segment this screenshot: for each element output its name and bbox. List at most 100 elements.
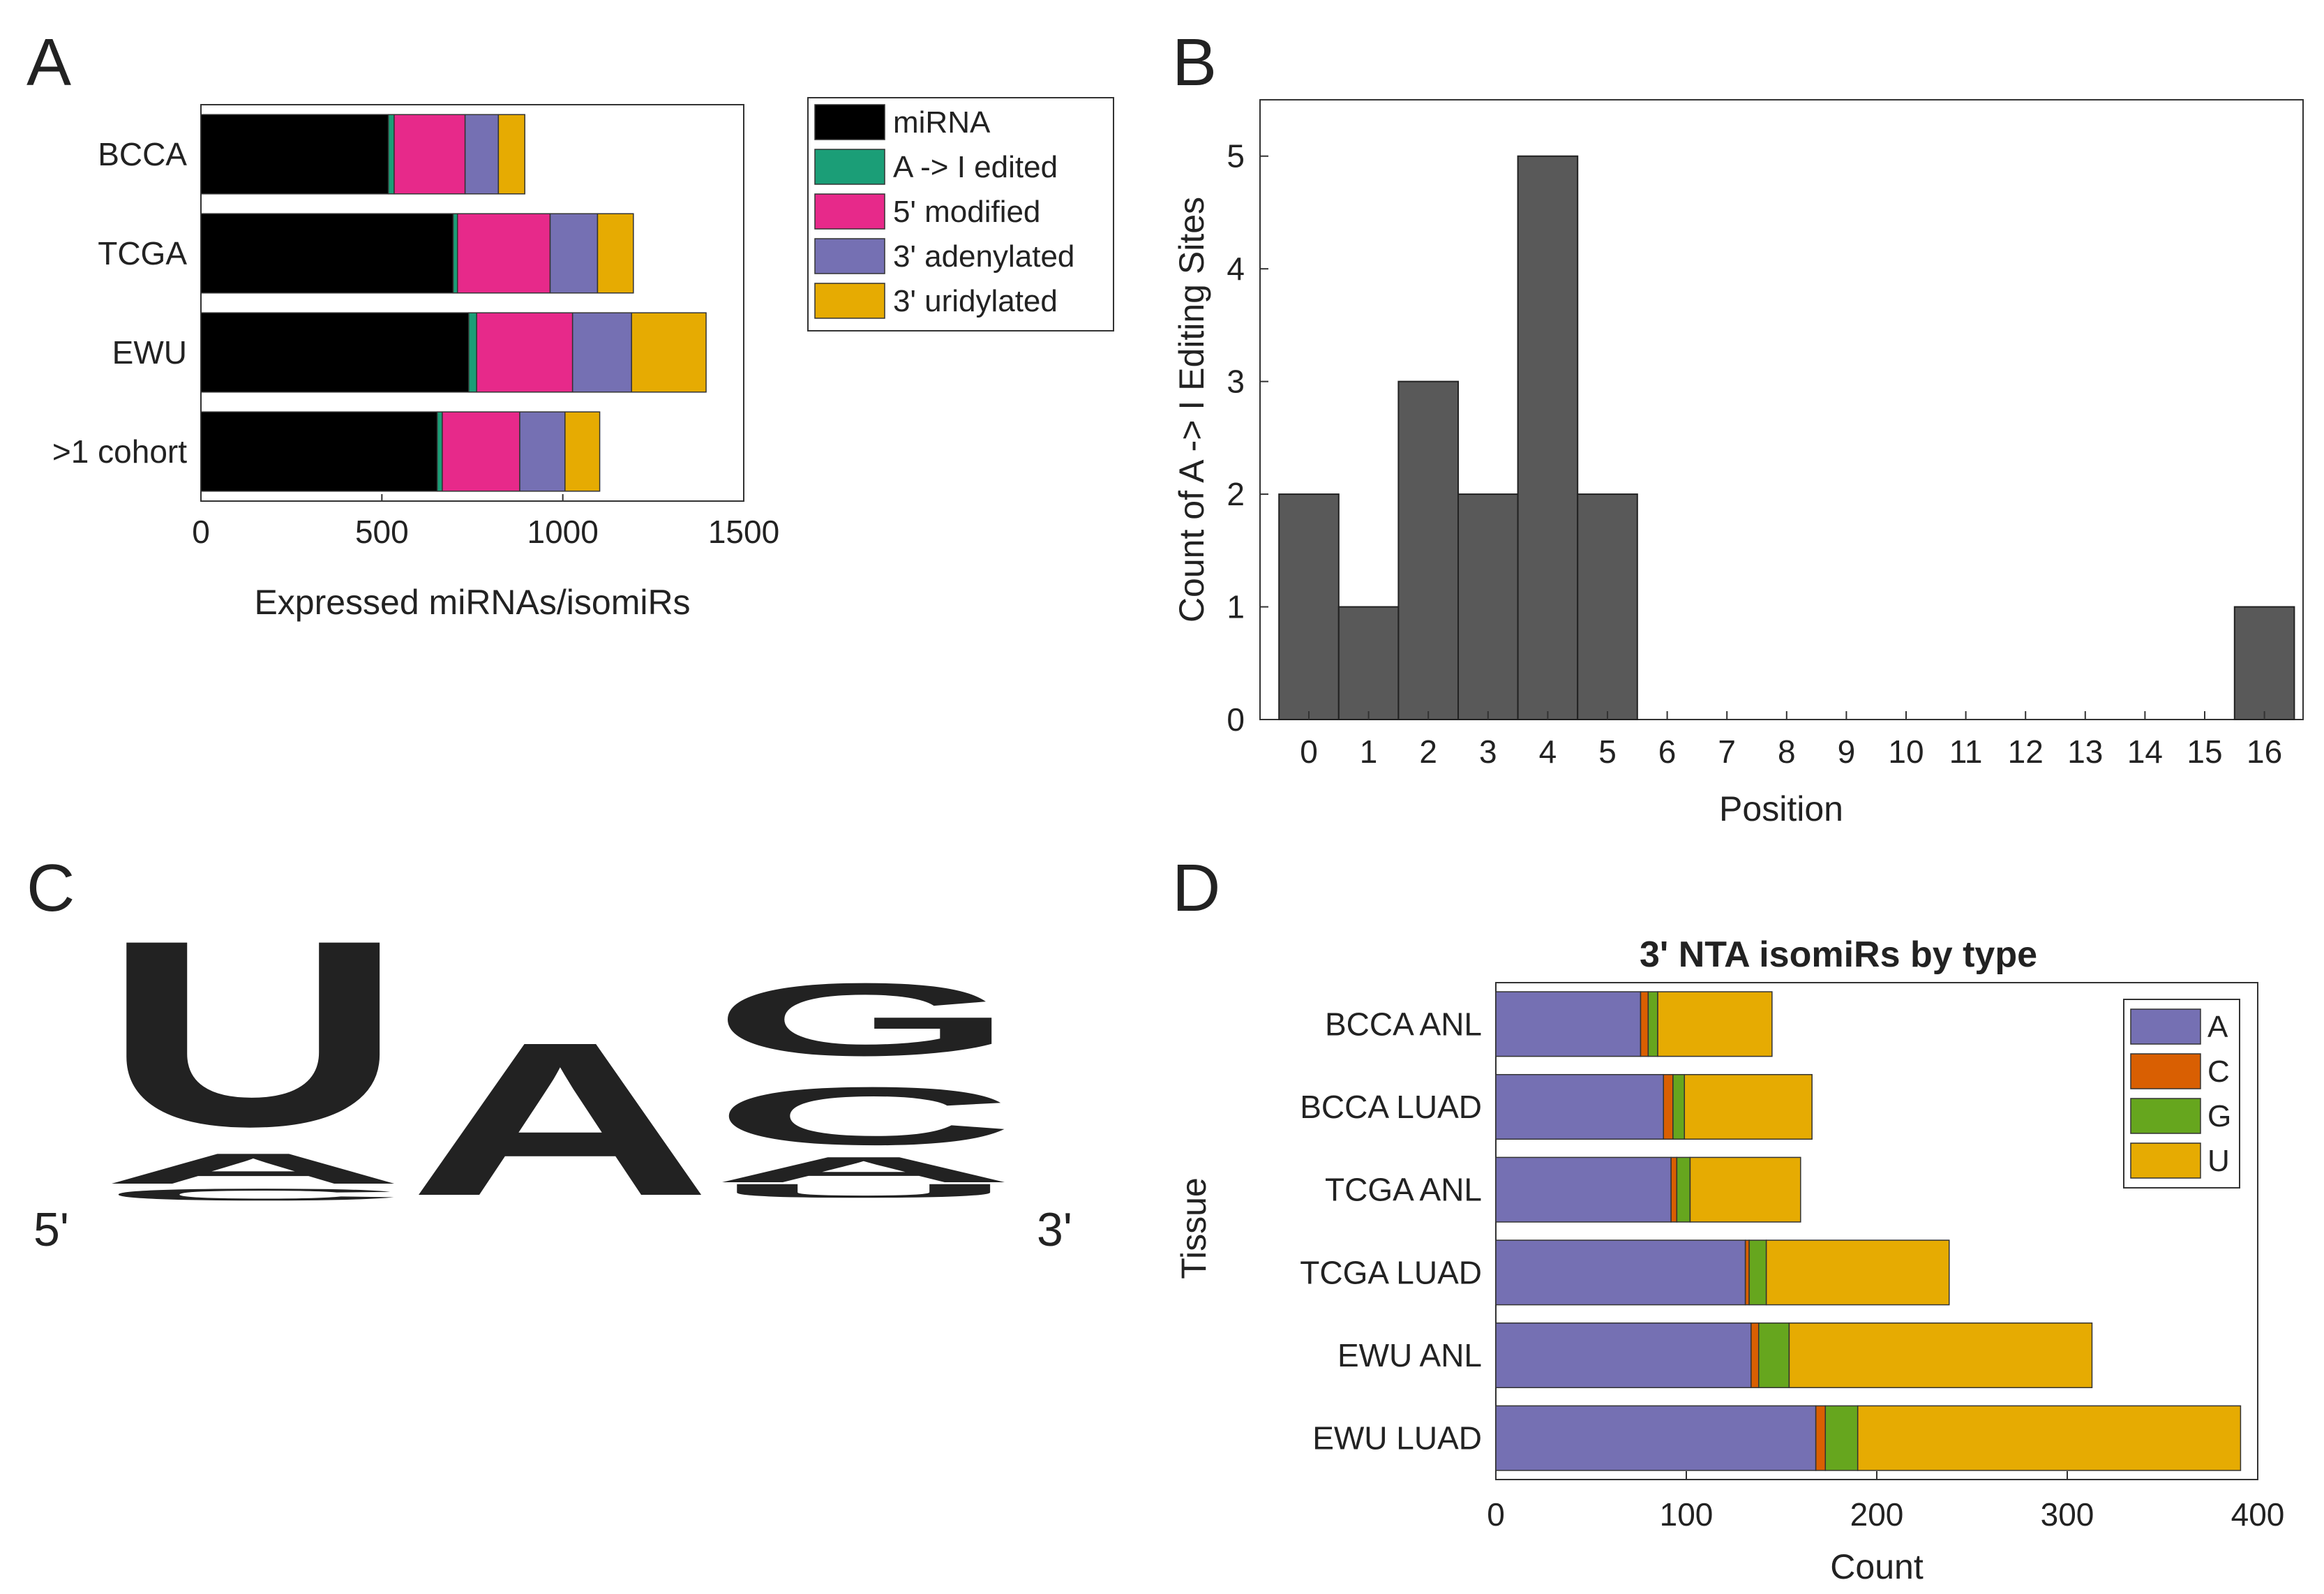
bar-1-cohort-a-i-edited [436, 411, 443, 492]
logo-letter-a: A [408, 997, 712, 1242]
bar-1-cohort-5-modified [442, 411, 520, 492]
x-tick-label: 8 [1778, 733, 1796, 770]
logo-five-prime-label: 5' [33, 1203, 69, 1256]
bar-position-5 [1577, 493, 1638, 720]
x-tick-label: 100 [1660, 1496, 1714, 1533]
y-tick-label: 5 [1227, 138, 1245, 174]
bar-ewu-3-adenylated [571, 312, 632, 393]
y-tick-label: 4 [1227, 251, 1245, 287]
legend-label: 3' adenylated [893, 239, 1074, 274]
bar-ewu-luad-a [1495, 1405, 1817, 1471]
bar-ewu-mirna [200, 312, 470, 393]
bar-1-cohort-3-uridylated [564, 411, 601, 492]
legend-swatch-a-i-edited [814, 149, 885, 185]
y-tick-label: 1 [1227, 589, 1245, 625]
x-tick-label: 0 [1487, 1496, 1505, 1533]
logo-letter-u: U [101, 885, 405, 1182]
legend-label: 5' modified [893, 195, 1040, 229]
bar-ewu-luad-c [1815, 1405, 1827, 1471]
y-tick-label: 3 [1227, 364, 1245, 400]
bar-position-3 [1457, 493, 1519, 720]
bar-tcga-luad-a [1495, 1239, 1746, 1306]
bar-bcca-luad-u [1684, 1073, 1813, 1140]
bar-tcga-luad-c [1744, 1239, 1750, 1306]
legend-swatch-3-uridylated [814, 283, 885, 319]
x-tick-label: 400 [2231, 1496, 2285, 1533]
category-label: EWU [112, 334, 187, 371]
panel-label-b: B [1172, 25, 1217, 100]
bar-bcca-mirna [200, 114, 389, 195]
bar-tcga-anl-c [1670, 1156, 1678, 1223]
bar-ewu-3-uridylated [631, 312, 707, 393]
bar-tcga-3-uridylated [597, 213, 634, 294]
x-tick-label: 300 [2041, 1496, 2094, 1533]
bar-ewu-anl-g [1757, 1322, 1790, 1389]
bar-tcga-luad-u [1765, 1239, 1950, 1306]
panel-b-chart: Position Count of A -> I Editing Sites 0… [1172, 99, 2304, 828]
legend-label: G [2207, 1099, 2231, 1133]
x-tick-label: 15 [2187, 733, 2222, 770]
bar-bcca-a-i-edited [387, 114, 395, 195]
logo-letter-u: U [712, 1180, 1016, 1202]
bar-ewu-5-modified [476, 312, 573, 393]
category-label: EWU ANL [1337, 1337, 1482, 1373]
category-label: BCCA [98, 136, 187, 172]
x-tick-label: 3 [1479, 733, 1497, 770]
panel-a-xlabel: Expressed miRNAs/isomiRs [254, 583, 690, 622]
category-label: TCGA ANL [1325, 1172, 1482, 1208]
panel-a-chart: Expressed miRNAs/isomiRs miRNA A -> I edi… [52, 97, 1114, 622]
legend-swatch-c [2130, 1053, 2201, 1089]
bar-bcca-5-modified [393, 114, 466, 195]
bar-tcga-5-modified [456, 213, 551, 294]
bar-bcca-3-adenylated [464, 114, 500, 195]
bar-tcga-mirna [200, 213, 454, 294]
bar-bcca-anl-c [1640, 991, 1649, 1057]
panel-d-chart: 3' NTA isomiRs by type Count Tissue ACGU… [1174, 934, 2284, 1586]
bar-position-1 [1337, 606, 1400, 721]
x-tick-label: 7 [1718, 733, 1736, 770]
category-label: TCGA LUAD [1300, 1254, 1482, 1290]
x-tick-label: 13 [2067, 733, 2103, 770]
bar-ewu-anl-c [1751, 1322, 1760, 1389]
bar-bcca-luad-g [1672, 1073, 1686, 1140]
bar-bcca-luad-a [1495, 1073, 1664, 1140]
bar-position-16 [2233, 606, 2295, 721]
panel-label-c: C [27, 851, 75, 925]
x-tick-label: 5 [1598, 733, 1617, 770]
legend-swatch-g [2130, 1098, 2201, 1134]
panel-b-ylabel: Count of A -> I Editing Sites [1172, 197, 1211, 623]
bar-1-cohort-3-adenylated [519, 411, 566, 492]
bar-position-2 [1397, 380, 1460, 720]
bar-ewu-anl-a [1495, 1322, 1752, 1389]
panel-d-ylabel: Tissue [1174, 1177, 1213, 1279]
bar-bcca-anl-u [1657, 991, 1773, 1057]
legend-swatch-u [2130, 1142, 2201, 1179]
bar-tcga-anl-a [1495, 1156, 1672, 1223]
bar-ewu-a-i-edited [468, 312, 477, 393]
logo-letter-g: G [712, 962, 1016, 1077]
bar-position-4 [1517, 155, 1579, 720]
x-tick-label: 14 [2127, 733, 2163, 770]
legend-label: 3' uridylated [893, 284, 1058, 318]
category-label: BCCA ANL [1325, 1006, 1482, 1042]
legend-label: A -> I edited [893, 150, 1058, 184]
bar-bcca-luad-c [1663, 1073, 1674, 1140]
x-tick-label: 200 [1850, 1496, 1904, 1533]
bar-tcga-a-i-edited [452, 213, 458, 294]
bar-1-cohort-mirna [200, 411, 438, 492]
bar-bcca-anl-a [1495, 991, 1642, 1057]
y-tick-label: 0 [1227, 701, 1245, 738]
bar-ewu-luad-g [1824, 1405, 1859, 1471]
legend-swatch-5-modified [814, 193, 885, 230]
category-label: BCCA LUAD [1300, 1089, 1482, 1125]
x-tick-label: 11 [1949, 733, 1983, 770]
x-tick-label: 6 [1658, 733, 1677, 770]
legend-label: U [2207, 1144, 2230, 1178]
bar-ewu-luad-u [1857, 1405, 2242, 1471]
x-tick-label: 2 [1419, 733, 1437, 770]
legend-label: miRNA [893, 105, 991, 140]
panel-label-d: D [1172, 851, 1220, 925]
panel-label-a: A [27, 25, 71, 100]
